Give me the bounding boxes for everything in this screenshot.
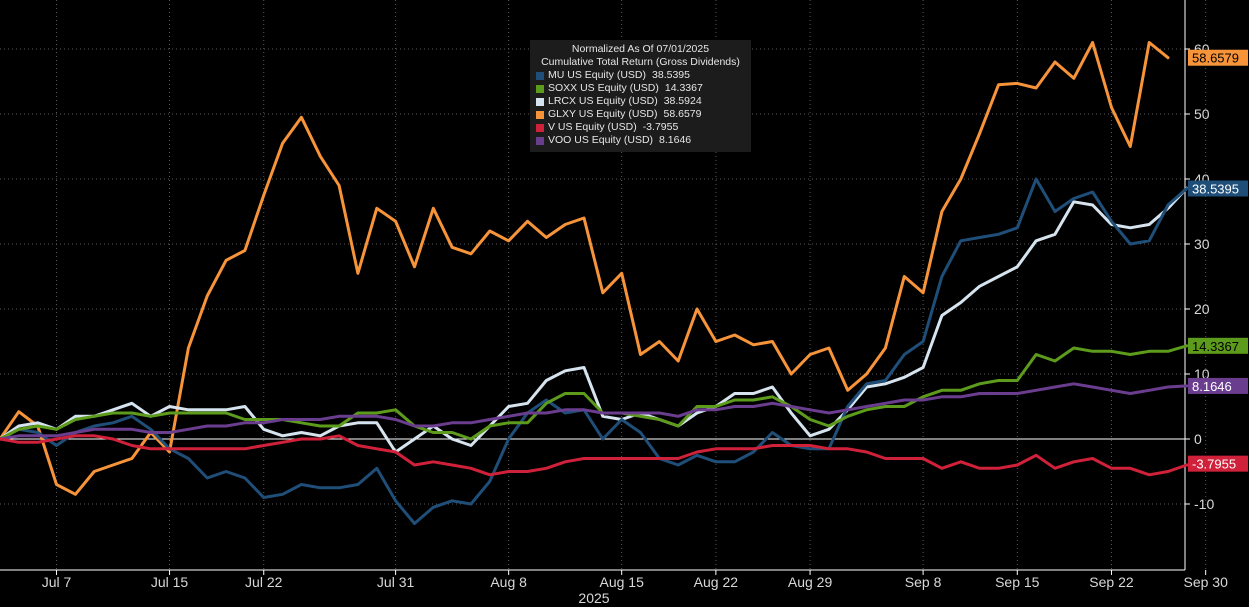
- legend-swatch: [536, 84, 544, 93]
- end-label-box: [1188, 337, 1248, 354]
- vertical-gridlines: [56, 0, 1207, 570]
- legend-title: Normalized As Of 07/01/2025: [571, 43, 710, 55]
- y-tick-label: 30: [1194, 236, 1210, 252]
- x-tick-label: Sep 8: [905, 574, 942, 590]
- x-tick-label: Aug 8: [490, 574, 527, 590]
- x-tick-label: Jul 22: [245, 574, 283, 590]
- legend-item: LRCX US Equity (USD) 38.5924: [536, 95, 745, 108]
- y-tick-label: -10: [1194, 496, 1214, 512]
- series-line-v: [0, 434, 1208, 477]
- series-line-lrcx: [0, 186, 1189, 454]
- end-label-value: 14.3367: [1192, 339, 1239, 354]
- series-end-labels: 58.6579 38.5395 14.3367 8.1646 -3.7955: [1188, 49, 1248, 472]
- legend-subtitle: Cumulative Total Return (Gross Dividends…: [541, 56, 740, 68]
- y-tick-label: 50: [1194, 106, 1210, 122]
- end-label-box: [1188, 49, 1248, 66]
- legend-swatch: [536, 123, 544, 132]
- end-label-value: 38.5395: [1192, 181, 1239, 196]
- end-label-value: 8.1646: [1192, 379, 1232, 394]
- legend-item: MU US Equity (USD) 38.5395: [536, 69, 745, 82]
- x-tick-label: Sep 15: [995, 574, 1040, 590]
- legend-item-value: 14.3367: [664, 82, 703, 94]
- x-tick-label: Sep 30: [1183, 574, 1228, 590]
- end-label-voo: 8.1646: [1188, 377, 1248, 394]
- legend-swatch: [536, 110, 544, 119]
- legend-item-value: 38.5395: [652, 69, 690, 81]
- legend-item-name: SOXX US Equity (USD): [548, 82, 659, 94]
- legend-item-value: 38.5924: [663, 95, 702, 107]
- end-label-box: [1188, 180, 1248, 197]
- y-tick-label: 20: [1194, 301, 1210, 317]
- x-tick-label: Jul 15: [151, 574, 189, 590]
- x-tick-label: Sep 22: [1089, 574, 1134, 590]
- legend-item-value: -3.7955: [642, 121, 679, 133]
- x-axis-year-label: 2025: [578, 590, 609, 606]
- legend-swatch: [536, 97, 544, 106]
- x-axis-ticks: Jul 7 Jul 15 Jul 22 Jul 31 Aug 8 Aug 15 Aug 22…: [42, 570, 1228, 590]
- legend-item-value: 58.6579: [663, 108, 702, 120]
- series-line-soxx: [0, 344, 1189, 441]
- legend-item-name: MU US Equity (USD): [548, 69, 647, 81]
- end-label-box: [1188, 455, 1248, 472]
- legend-item: SOXX US Equity (USD) 14.3367: [536, 82, 745, 95]
- x-tick-label: Aug 22: [694, 574, 739, 590]
- end-label-soxx: 14.3367: [1188, 337, 1248, 354]
- series-line-glxy: [0, 41, 1170, 496]
- x-tick-label: Jul 31: [377, 574, 415, 590]
- chart-legend: Normalized As Of 07/01/2025 Cumulative T…: [530, 40, 751, 152]
- legend-item: VOO US Equity (USD) 8.1646: [536, 134, 745, 147]
- legend-item-name: VOO US Equity (USD): [548, 134, 654, 146]
- legend-item-name: LRCX US Equity (USD): [548, 95, 658, 107]
- series-lines: [0, 41, 1208, 525]
- end-label-value: 58.6579: [1192, 51, 1239, 66]
- end-label-mu: 38.5395: [1188, 180, 1248, 197]
- series-line-voo: [0, 382, 1189, 441]
- end-label-glxy: 58.6579: [1188, 49, 1248, 66]
- legend-item-name: V US Equity (USD): [548, 121, 637, 133]
- end-label-v: -3.7955: [1188, 455, 1248, 472]
- legend-swatch: [536, 136, 544, 145]
- end-label-value: -3.7955: [1192, 457, 1236, 472]
- legend-swatch: [536, 71, 544, 80]
- x-tick-label: Aug 29: [788, 574, 833, 590]
- x-tick-label: Aug 15: [599, 574, 644, 590]
- legend-item-name: GLXY US Equity (USD): [548, 108, 658, 120]
- legend-item: GLXY US Equity (USD) 58.6579: [536, 108, 745, 121]
- end-label-box: [1188, 377, 1248, 394]
- legend-item: V US Equity (USD) -3.7955: [536, 121, 745, 134]
- legend-item-value: 8.1646: [659, 134, 692, 146]
- y-tick-label: 0: [1194, 431, 1202, 447]
- x-tick-label: Jul 7: [42, 574, 72, 590]
- series-line-mu: [0, 177, 1189, 525]
